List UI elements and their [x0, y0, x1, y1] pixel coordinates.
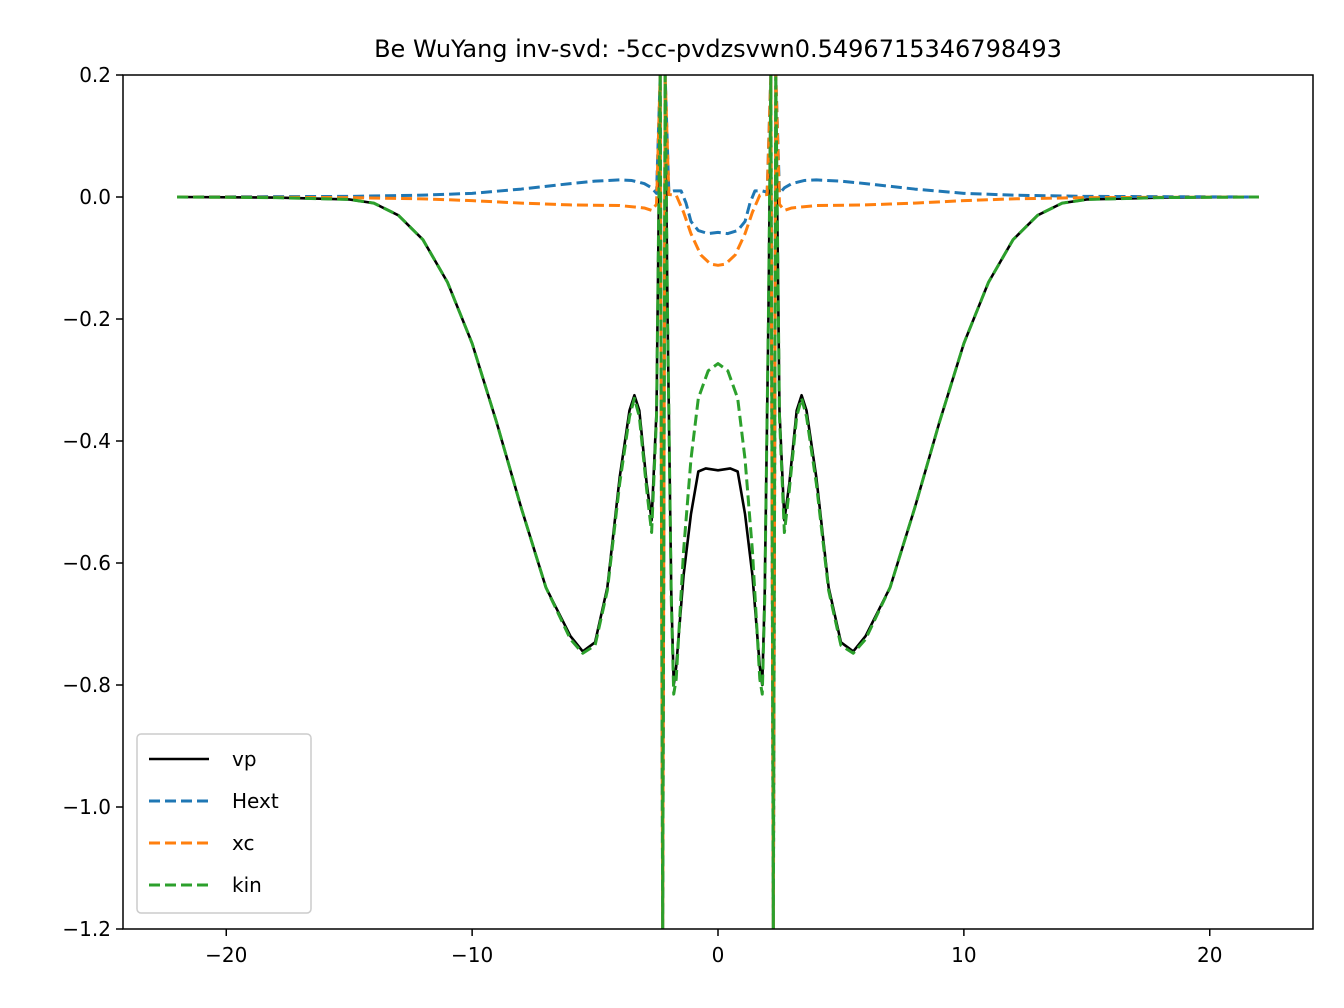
y-tick-label: −1.0	[62, 795, 111, 819]
x-axis: −20 −10 0 10 20	[205, 929, 1222, 967]
y-tick-label: −0.8	[62, 673, 111, 697]
x-tick-label: −20	[205, 943, 247, 967]
y-axis: 0.2 0.0 −0.2 −0.4 −0.6 −0.8 −1.0 −1.2	[62, 63, 123, 941]
legend-box	[136, 733, 312, 914]
y-tick-label: −0.2	[62, 307, 111, 331]
series-line-hext	[177, 75, 1259, 929]
series-line-xc	[177, 75, 1259, 929]
legend-label-hext: Hext	[232, 789, 279, 813]
y-tick-label: −1.2	[62, 917, 111, 941]
x-tick-label: −10	[451, 943, 493, 967]
y-tick-label: −0.4	[62, 429, 111, 453]
y-tick-label: 0.0	[79, 185, 111, 209]
legend-label-xc: xc	[232, 831, 254, 855]
x-tick-label: 0	[712, 943, 725, 967]
legend: vp Hext xc kin	[136, 733, 312, 914]
legend-label-vp: vp	[232, 747, 257, 771]
y-tick-label: −0.6	[62, 551, 111, 575]
series-line-kin	[177, 75, 1259, 929]
y-tick-label: 0.2	[79, 63, 111, 87]
x-tick-label: 20	[1197, 943, 1222, 967]
series-line-vp	[177, 75, 1259, 929]
legend-label-kin: kin	[232, 873, 262, 897]
series-layer	[177, 75, 1259, 929]
chart-title: Be WuYang inv-svd: -5cc-pvdzsvwn0.549671…	[374, 35, 1062, 63]
x-tick-label: 10	[951, 943, 976, 967]
